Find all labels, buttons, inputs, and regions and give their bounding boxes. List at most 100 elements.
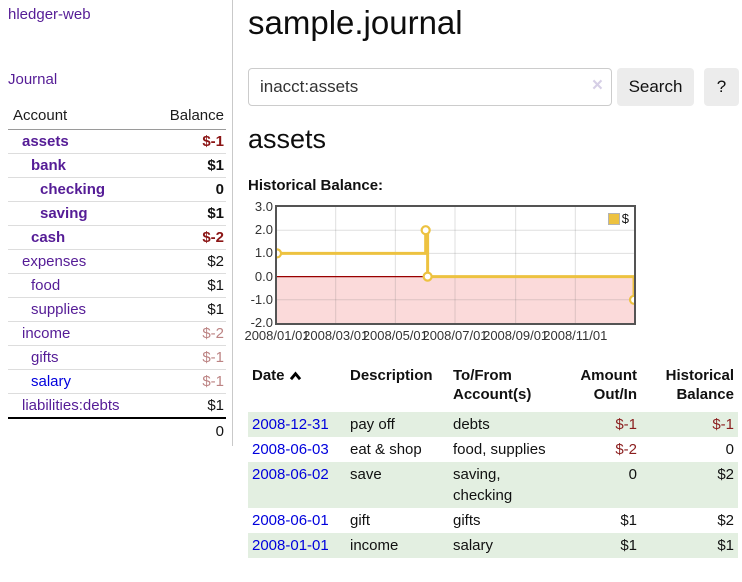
- register-table-body: 2008-12-31 pay off debts $-1 $-1 2008-06-03 ea…: [248, 412, 738, 558]
- account-link[interactable]: assets: [22, 133, 69, 150]
- account-link[interactable]: income: [22, 325, 71, 342]
- y-axis-tick-label: -2.0: [250, 315, 273, 330]
- accounts-total-row: 0: [8, 417, 226, 444]
- x-axis-tick-label: 2008/03/01: [303, 328, 369, 343]
- transaction-accounts: gifts: [453, 512, 481, 529]
- account-balance: $1: [152, 273, 226, 298]
- x-axis-tick-label: 2008/09/01: [483, 328, 549, 343]
- register-header-accounts: To/From Account(s): [453, 367, 532, 403]
- transaction-accounts: saving, checking: [453, 466, 513, 504]
- transaction-row[interactable]: 2008-12-31 pay off debts $-1 $-1: [248, 412, 738, 437]
- transaction-accounts: debts: [453, 416, 490, 433]
- account-balance: $-1: [152, 369, 226, 394]
- transaction-date-link[interactable]: 2008-01-01: [252, 537, 329, 554]
- account-row: assets $-1: [8, 129, 226, 154]
- account-link[interactable]: salary: [31, 373, 72, 390]
- data-point-marker: [628, 294, 634, 305]
- accounts-header-account: Account: [8, 104, 153, 130]
- transaction-balance: $-1: [712, 416, 734, 433]
- sidebar: hledger-web Journal Account Balance asse…: [0, 0, 233, 446]
- account-section-title: assets: [248, 124, 327, 154]
- account-row: income $-2: [8, 321, 226, 346]
- transaction-amount: 0: [628, 466, 637, 483]
- chart-legend: $: [607, 211, 629, 226]
- balance-chart-svg: [277, 207, 634, 323]
- account-link[interactable]: expenses: [22, 253, 87, 270]
- transaction-row[interactable]: 2008-06-02 save saving, checking 0 $2: [248, 462, 738, 508]
- transaction-description: pay off: [350, 416, 395, 433]
- transaction-date-link[interactable]: 2008-06-02: [252, 466, 329, 483]
- help-button[interactable]: ?: [704, 68, 739, 106]
- account-row: bank $1: [8, 153, 226, 178]
- register-header-description: Description: [350, 367, 433, 384]
- transaction-balance: 0: [725, 441, 734, 458]
- y-axis-tick-label: 2.0: [254, 222, 273, 238]
- register-header-amount: Amount Out/In: [580, 367, 637, 403]
- register-header-row: Date Description To/From Account(s) Amou…: [248, 362, 738, 412]
- account-link[interactable]: liabilities:debts: [22, 397, 120, 414]
- data-point-marker: [420, 225, 431, 236]
- legend-label: $: [621, 211, 629, 226]
- y-axis-tick-label: 1.0: [254, 245, 273, 261]
- accounts-table-body: assets $-1 bank $1 checking 0 saving $1 cash $-2 e…: [8, 129, 226, 419]
- transaction-row[interactable]: 2008-01-01 income salary $1 $1: [248, 533, 738, 558]
- register-table: Date Description To/From Account(s) Amou…: [248, 362, 738, 558]
- register-header-date[interactable]: Date: [248, 362, 346, 412]
- chart-title: Historical Balance:: [248, 177, 384, 194]
- account-row: saving $1: [8, 201, 226, 226]
- clear-search-icon[interactable]: ×: [591, 75, 603, 96]
- legend-swatch-icon: [607, 212, 620, 225]
- account-balance: $1: [152, 297, 226, 322]
- account-link[interactable]: checking: [40, 181, 106, 198]
- account-balance: $-1: [152, 129, 226, 154]
- transaction-amount: $1: [620, 512, 637, 529]
- accounts-table-header: Account Balance: [8, 104, 226, 130]
- y-axis-tick-label: 0.0: [254, 268, 273, 284]
- main-content: sample.journal × Search ? assets Histori…: [244, 0, 742, 582]
- account-balance: $1: [152, 153, 226, 178]
- account-link[interactable]: supplies: [31, 301, 87, 318]
- account-link[interactable]: bank: [31, 157, 67, 174]
- account-link[interactable]: cash: [31, 229, 66, 246]
- account-balance: $2: [152, 249, 226, 274]
- account-row: food $1: [8, 273, 226, 298]
- sort-ascending-icon: [289, 371, 301, 381]
- app-brand-link[interactable]: hledger-web: [8, 6, 91, 23]
- transaction-row[interactable]: 2008-06-03 eat & shop food, supplies $-2 0: [248, 437, 738, 462]
- y-axis-tick-label: -1.0: [250, 291, 273, 307]
- search-box: ×: [248, 68, 612, 106]
- transaction-date-link[interactable]: 2008-06-01: [252, 512, 329, 529]
- accounts-header-balance: Balance: [152, 104, 226, 130]
- transaction-amount: $-1: [615, 416, 637, 433]
- transaction-description: income: [350, 537, 399, 554]
- register-header-date-label: Date: [252, 367, 285, 384]
- search-input[interactable]: [248, 68, 612, 106]
- account-balance: $1: [152, 393, 226, 419]
- transaction-balance: $1: [717, 537, 734, 554]
- account-link[interactable]: gifts: [31, 349, 59, 366]
- search-button[interactable]: Search: [617, 68, 694, 106]
- account-balance: $-2: [152, 321, 226, 346]
- x-axis-tick-label: 2008/11/01: [543, 328, 608, 343]
- transaction-accounts: salary: [453, 537, 494, 554]
- account-link[interactable]: food: [31, 277, 61, 294]
- account-row: expenses $2: [8, 249, 226, 274]
- account-row: checking 0: [8, 177, 226, 202]
- account-row: salary $-1: [8, 369, 226, 394]
- account-row: supplies $1: [8, 297, 226, 322]
- accounts-total-spacer: [8, 417, 153, 444]
- transaction-description: gift: [350, 512, 371, 529]
- transaction-date-link[interactable]: 2008-06-03: [252, 441, 329, 458]
- transaction-accounts: food, supplies: [453, 441, 546, 458]
- transaction-date-link[interactable]: 2008-12-31: [252, 416, 329, 433]
- account-link[interactable]: saving: [40, 205, 88, 222]
- sidebar-item-journal[interactable]: Journal: [8, 71, 58, 88]
- transaction-amount: $-2: [615, 441, 637, 458]
- account-balance: $1: [152, 201, 226, 226]
- accounts-table: Account Balance assets $-1 bank $1 checking 0…: [8, 104, 226, 444]
- transaction-row[interactable]: 2008-06-01 gift gifts $1 $2: [248, 508, 738, 533]
- data-point-marker: [422, 271, 433, 282]
- account-balance: $-1: [152, 345, 226, 370]
- account-row: cash $-2: [8, 225, 226, 250]
